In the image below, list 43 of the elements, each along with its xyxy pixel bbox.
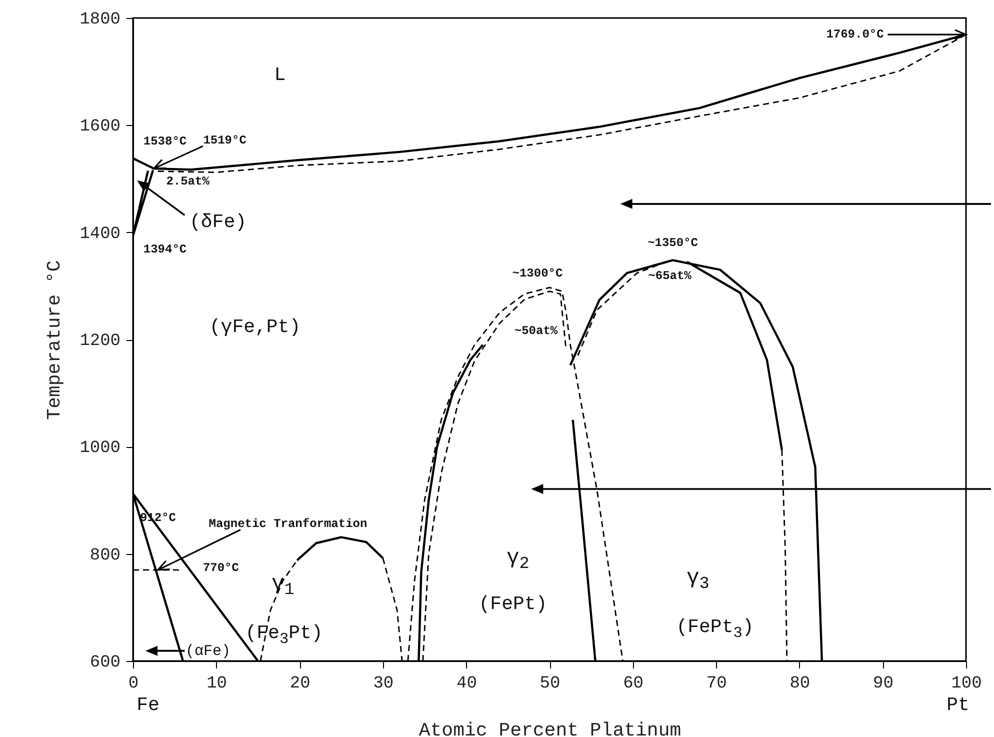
annotation: Magnetic Tranformation <box>208 517 368 532</box>
x-tick-label: 40 <box>456 674 477 694</box>
annotation: 1769.0°C <box>826 28 884 42</box>
x-tick-label: 60 <box>623 674 644 694</box>
y-tick-label: 1000 <box>80 439 120 458</box>
annotation: ~65at% <box>648 269 692 284</box>
annotation: ~50at% <box>514 324 558 338</box>
annotation: 2.5at% <box>166 174 210 189</box>
text: Fe <box>136 694 160 716</box>
y-tick-label: 1200 <box>80 332 120 351</box>
annotation: 1519°C <box>203 134 246 148</box>
annotation: (FePt$_{3}$) <box>676 616 754 642</box>
x-tick-label: 50 <box>540 674 560 694</box>
annotation: L <box>274 64 286 86</box>
annotation: γ$_{3}$ <box>686 566 710 594</box>
annotation: ~1350°C <box>648 236 698 250</box>
y-axis-title: Temperature °C <box>44 260 66 420</box>
x-tick-label: 70 <box>706 674 727 694</box>
y-tick-label: 1800 <box>80 10 120 30</box>
x-tick-label: 0 <box>128 674 139 694</box>
annotation: 1394°C <box>143 242 187 257</box>
annotation: ~1300°C <box>512 266 563 281</box>
x-tick-label: 90 <box>872 674 894 694</box>
x-tick-label: 20 <box>290 674 310 694</box>
annotation: γ$_{2}$ <box>506 546 530 574</box>
x-tick-label: 30 <box>373 674 394 694</box>
x-tick-label: 10 <box>206 674 228 694</box>
annotation: (αFe) <box>185 642 231 660</box>
annotation: (FePt) <box>478 593 548 616</box>
annotation: 770°C <box>202 561 239 576</box>
x-tick-label: 100 <box>951 674 982 694</box>
annotation: (γFe,Pt) <box>209 316 301 338</box>
annotation: (Fe$_{3}$Pt) <box>245 622 323 648</box>
y-tick-label: 600 <box>90 654 120 672</box>
y-tick-label: 1400 <box>80 224 120 244</box>
x-axis-title: Atomic Percent Platinum <box>418 720 682 737</box>
annotation: (δFe) <box>189 211 247 234</box>
y-tick-label: 800 <box>90 546 120 566</box>
y-tick-label: 1600 <box>80 118 120 137</box>
text: Pt <box>946 694 970 716</box>
x-tick-label: 80 <box>790 674 810 694</box>
annotation: γ$_{1}$ <box>272 572 294 600</box>
annotation: 1538°C <box>143 134 187 149</box>
